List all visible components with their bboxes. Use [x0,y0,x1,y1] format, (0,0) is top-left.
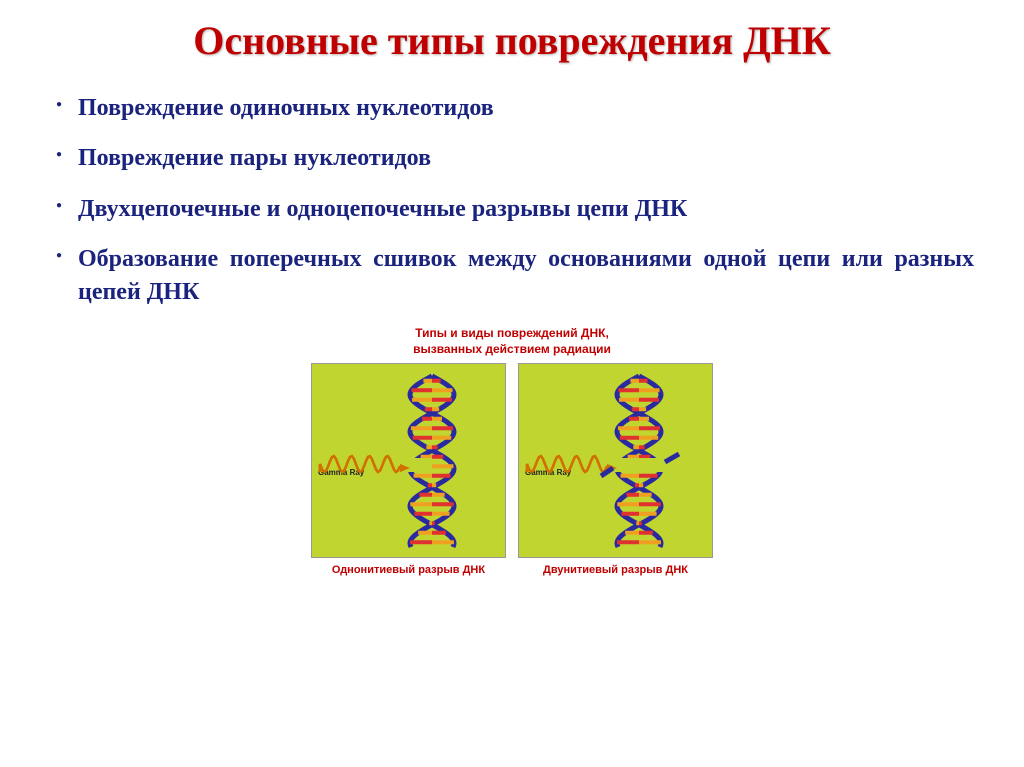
bullet-list: Повреждение одиночных нуклеотидов Повреж… [0,72,1024,308]
bullet-item: Двухцепочечные и одноцепочечные разрывы … [50,193,974,225]
dna-damage-figure: Типы и виды повреждений ДНК, вызванных д… [297,326,727,576]
panel-caption: Двунитиевый разрыв ДНК [518,564,713,576]
bullet-item: Повреждение пары нуклеотидов [50,142,974,174]
figure-panel-single: Gamma Ray Однонитиевый разрыв ДНК [311,363,506,576]
figure-title: Типы и виды повреждений ДНК, вызванных д… [297,326,727,357]
bullet-item: Повреждение одиночных нуклеотидов [50,92,974,124]
bullet-item: Образование поперечных сшивок между осно… [50,243,974,308]
page-title: Основные типы повреждения ДНК [0,0,1024,72]
figure-panel-double: Gamma Ray Двунитиевый разрыв ДНК [518,363,713,576]
panel-caption: Однонитиевый разрыв ДНК [311,564,506,576]
